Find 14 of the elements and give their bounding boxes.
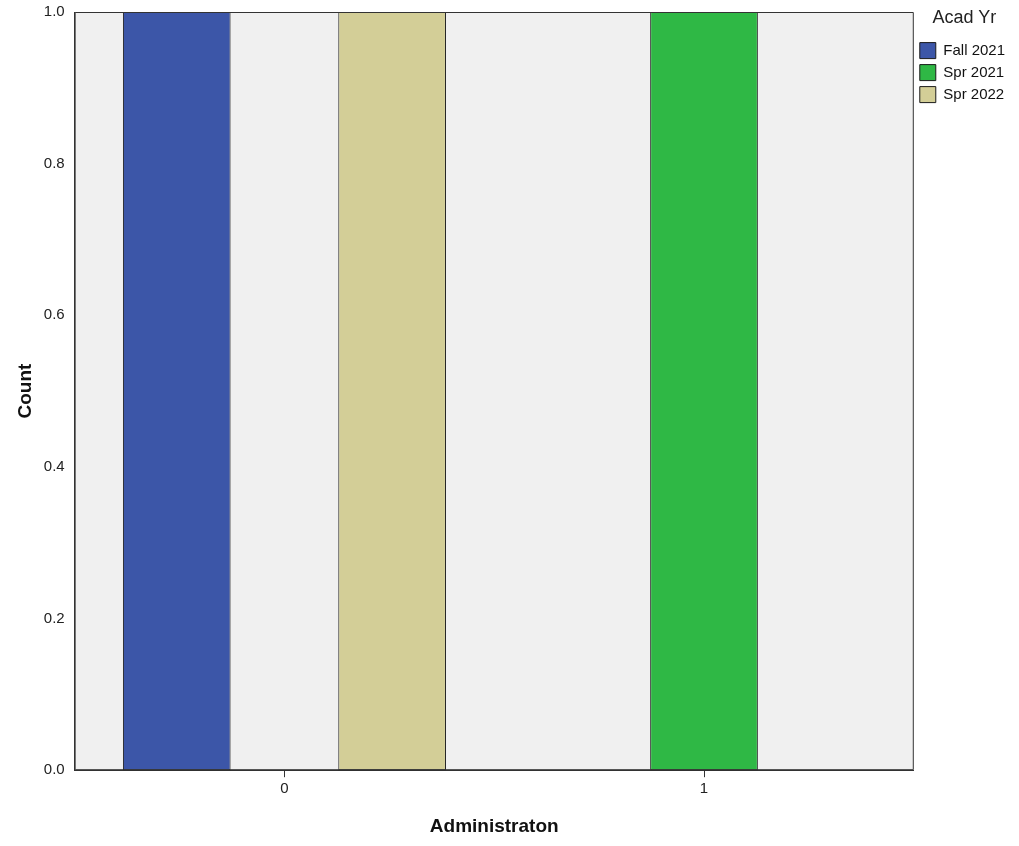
legend-label: Fall 2021 <box>943 40 1006 58</box>
x-axis-title: Administraton <box>429 814 559 836</box>
y-tick-label: 0.0 <box>43 760 65 778</box>
y-axis-title: Count <box>13 363 35 419</box>
y-tick-label: 1.0 <box>43 2 65 20</box>
legend-title: Acad Yr <box>932 6 997 27</box>
y-tick-label: 0.2 <box>43 608 65 626</box>
legend-label: Spr 2021 <box>943 62 1005 80</box>
x-tick-label: 0 <box>280 779 289 797</box>
legend-label: Spr 2022 <box>943 84 1005 102</box>
y-tick-label: 0.4 <box>43 457 65 475</box>
y-tick-label: 0.8 <box>43 153 65 171</box>
y-tick-label: 0.6 <box>43 305 65 323</box>
x-tick-label: 1 <box>699 779 709 797</box>
